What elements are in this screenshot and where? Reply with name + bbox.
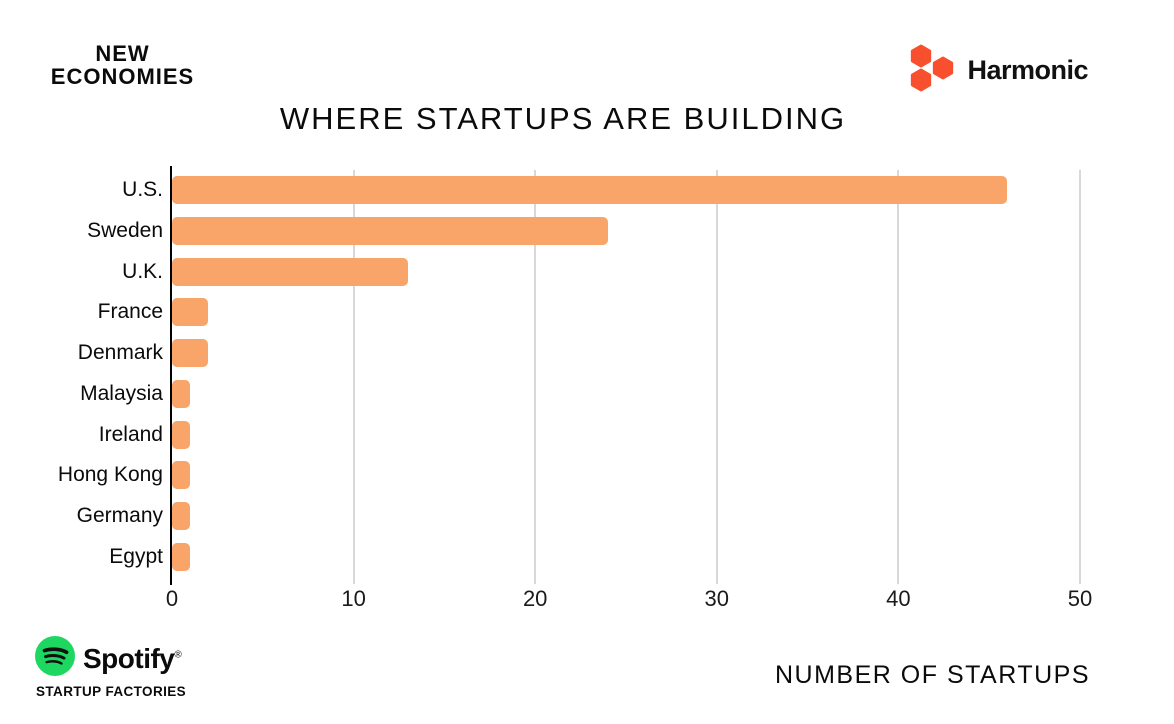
bar-u-s <box>172 176 1008 205</box>
bar-germany <box>172 501 191 530</box>
chart-row-hong-kong: Hong Kong <box>58 455 1080 496</box>
x-tick-label-50: 50 <box>1067 586 1093 611</box>
gridline-20 <box>534 170 537 584</box>
bar-malaysia <box>172 379 191 408</box>
x-tick-label-0: 0 <box>165 586 179 611</box>
bar-sweden <box>172 217 608 246</box>
new-economies-logo: NEW ECONOMIES <box>30 42 215 88</box>
gridline-40 <box>897 170 900 584</box>
harmonic-wordmark: Harmonic <box>967 55 1088 85</box>
x-tick-label-10: 10 <box>341 586 366 611</box>
bar-denmark <box>172 339 209 368</box>
bar-egypt <box>172 542 191 571</box>
x-axis-label: NUMBER OF STARTUPS <box>775 661 1090 689</box>
harmonic-hexagons-icon <box>908 42 958 99</box>
registered-mark: ® <box>174 649 182 661</box>
chart-row-u-k: U.K. <box>122 251 1080 292</box>
new-economies-line1: NEW <box>95 41 150 66</box>
category-label-denmark: Denmark <box>77 341 163 365</box>
bar-u-k <box>172 257 409 286</box>
category-label-u-k: U.K. <box>122 259 163 283</box>
category-label-malaysia: Malaysia <box>80 381 163 405</box>
category-label-hong-kong: Hong Kong <box>57 463 163 487</box>
category-label-sweden: Sweden <box>87 219 163 243</box>
category-label-u-s: U.S. <box>122 178 163 202</box>
chart-title: WHERE STARTUPS ARE BUILDING <box>279 101 847 136</box>
spotify-sub-label: STARTUP FACTORIES <box>36 684 187 699</box>
spotify-icon <box>34 635 76 682</box>
x-tick-label-20: 20 <box>522 586 548 611</box>
category-label-france: France <box>97 300 163 324</box>
chart-row-denmark: Denmark <box>78 333 1080 374</box>
x-tick-label-40: 40 <box>886 586 911 611</box>
gridline-30 <box>715 170 718 584</box>
chart-row-u-s: U.S. <box>122 170 1080 211</box>
spotify-wordmark: Spotify® <box>83 642 182 674</box>
bar-france <box>172 298 209 327</box>
spotify-startup-factories-logo: Spotify® STARTUP FACTORIES <box>34 635 234 699</box>
plot-area: U.S. Sweden U.K. France Denmark Malaysia Irela… <box>58 170 1080 577</box>
category-label-egypt: Egypt <box>109 544 163 568</box>
chart-row-germany: Germany <box>77 496 1080 537</box>
gridline-10 <box>352 170 355 584</box>
chart-row-egypt: Egypt <box>109 536 1080 577</box>
bar-hong-kong <box>172 461 191 490</box>
new-economies-line2: ECONOMIES <box>50 64 195 89</box>
chart-row-france: France <box>98 292 1080 333</box>
harmonic-logo: Harmonic <box>908 42 1088 99</box>
y-axis-line <box>170 166 172 585</box>
category-label-germany: Germany <box>76 503 163 527</box>
bar-chart: U.S. Sweden U.K. France Denmark Malaysia Irela… <box>58 166 1092 611</box>
category-label-ireland: Ireland <box>98 422 163 446</box>
bar-ireland <box>172 420 191 449</box>
chart-row-sweden: Sweden <box>87 211 1080 252</box>
chart-row-malaysia: Malaysia <box>80 374 1080 415</box>
gridline-50 <box>1079 170 1081 584</box>
chart-row-ireland: Ireland <box>99 414 1080 455</box>
x-tick-label-30: 30 <box>704 586 730 611</box>
